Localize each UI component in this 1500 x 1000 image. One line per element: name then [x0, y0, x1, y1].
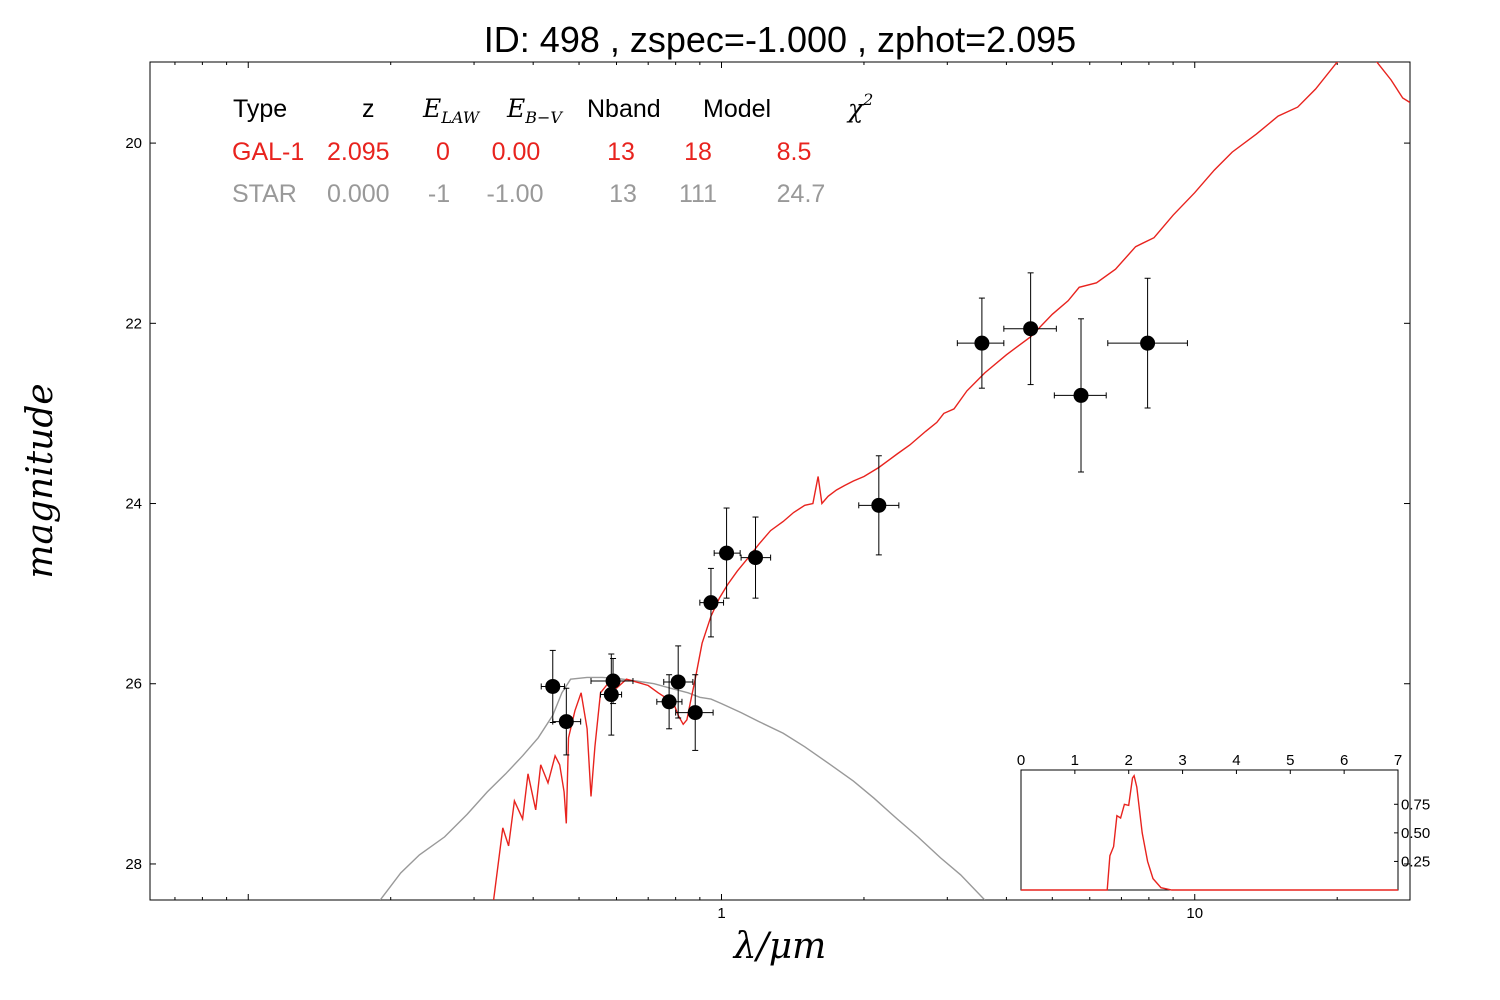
legend-row-star: STAR 0.000 -1 -1.00 13 111 24.7	[232, 180, 825, 208]
point-marker	[603, 687, 619, 703]
point-marker	[687, 705, 703, 721]
y-axis-label: magnitude	[20, 383, 61, 578]
data-point	[1107, 277, 1188, 409]
inset-x-tick-label: 6	[1340, 752, 1348, 769]
x-axis: 1 10	[174, 62, 1338, 922]
data-point	[740, 516, 772, 599]
data-point	[1003, 272, 1057, 386]
legend-header-chi2: χ2	[846, 90, 873, 123]
legend-header-nband: Nband	[587, 95, 661, 123]
legend-header-type: Type	[233, 95, 287, 123]
legend-row-chi2: 24.7	[777, 180, 826, 208]
legend-row-nband: 13	[607, 138, 635, 166]
inset-line	[1021, 774, 1398, 891]
legend-header-ebv: EB−V	[506, 94, 563, 127]
legend-header-elaw: ELAW	[422, 94, 481, 127]
data-point	[858, 455, 900, 556]
inset-x-axis: 0 1 2 3 4 5 6 7	[1017, 752, 1402, 774]
inset-border	[1020, 769, 1399, 891]
plot-border	[149, 61, 1411, 901]
legend-row-model: 18	[684, 138, 712, 166]
inset-y-tick-label: 0.75	[1401, 796, 1430, 813]
inset-x-tick-label: 1	[1071, 752, 1079, 769]
data-point	[663, 645, 694, 719]
legend-row-chi2: 8.5	[777, 138, 812, 166]
y-tick-label: 24	[125, 496, 142, 513]
series-line	[492, 62, 1410, 900]
point-marker	[558, 714, 574, 730]
inset-x-tick-label: 0	[1017, 752, 1025, 769]
point-marker	[1073, 387, 1089, 403]
data-point	[699, 567, 725, 638]
data-point	[675, 674, 714, 751]
inset-x-tick-label: 7	[1394, 752, 1402, 769]
fit-legend-table: Type z ELAW EB−V Nband Model χ2 GAL-1 2.…	[232, 90, 873, 208]
inset-x-tick-label: 2	[1125, 752, 1133, 769]
legend-row-ebv: -1.00	[487, 180, 544, 208]
legend-header-model: Model	[703, 95, 771, 123]
y-tick-label: 20	[125, 135, 142, 152]
y-tick-label: 28	[125, 856, 142, 873]
point-marker	[974, 335, 990, 351]
data-point	[1053, 318, 1107, 473]
y-tick-label: 26	[125, 676, 142, 693]
legend-row-type: STAR	[232, 180, 297, 208]
y-tick-label: 22	[125, 315, 142, 332]
inset-x-tick-label: 5	[1286, 752, 1294, 769]
legend-row-z: 0.000	[327, 180, 390, 208]
model-curves	[379, 62, 1410, 900]
legend-row-nband: 13	[609, 180, 637, 208]
data-point	[552, 687, 582, 756]
legend-row-ebv: 0.00	[492, 138, 541, 166]
x-tick-label: 1	[717, 905, 725, 922]
pdz-inset: 0 1 2 3 4 5 6 7 0.25 0.50 0.75	[1017, 752, 1430, 891]
point-marker	[545, 678, 561, 694]
data-point	[599, 653, 623, 736]
plot-area	[149, 61, 1411, 901]
legend-row-type: GAL-1	[232, 138, 304, 166]
x-tick-label: 10	[1186, 905, 1203, 922]
data-point	[656, 674, 683, 730]
legend-row-elaw: 0	[436, 138, 450, 166]
legend-row-gal: GAL-1 2.095 0 0.00 13 18 8.5	[232, 138, 811, 166]
legend-row-model: 111	[679, 180, 717, 208]
point-marker	[703, 595, 719, 611]
point-marker	[719, 545, 735, 561]
legend-header-z: z	[362, 95, 375, 123]
point-marker	[670, 674, 686, 690]
data-point	[956, 297, 1005, 389]
point-marker	[748, 550, 764, 566]
inset-y-axis: 0.25 0.50 0.75	[1394, 796, 1430, 870]
observed-points	[540, 272, 1188, 756]
inset-y-tick-label: 0.50	[1401, 825, 1430, 842]
inset-y-tick-label: 0.25	[1401, 853, 1430, 870]
point-marker	[1023, 321, 1039, 337]
inset-x-tick-label: 4	[1232, 752, 1240, 769]
inset-curve	[1021, 774, 1398, 891]
series-line	[379, 676, 986, 900]
x-axis-label: λ/μm	[732, 926, 826, 967]
chart-title: ID: 498 , zspec=-1.000 , zphot=2.095	[484, 19, 1076, 60]
point-marker	[661, 694, 677, 710]
data-point	[713, 507, 741, 599]
inset-x-tick-label: 3	[1178, 752, 1186, 769]
point-marker	[871, 497, 887, 513]
data-point	[540, 649, 566, 723]
legend-row-z: 2.095	[327, 138, 390, 166]
legend-row-elaw: -1	[428, 180, 450, 208]
point-marker	[1140, 335, 1156, 351]
point-marker	[605, 673, 621, 689]
